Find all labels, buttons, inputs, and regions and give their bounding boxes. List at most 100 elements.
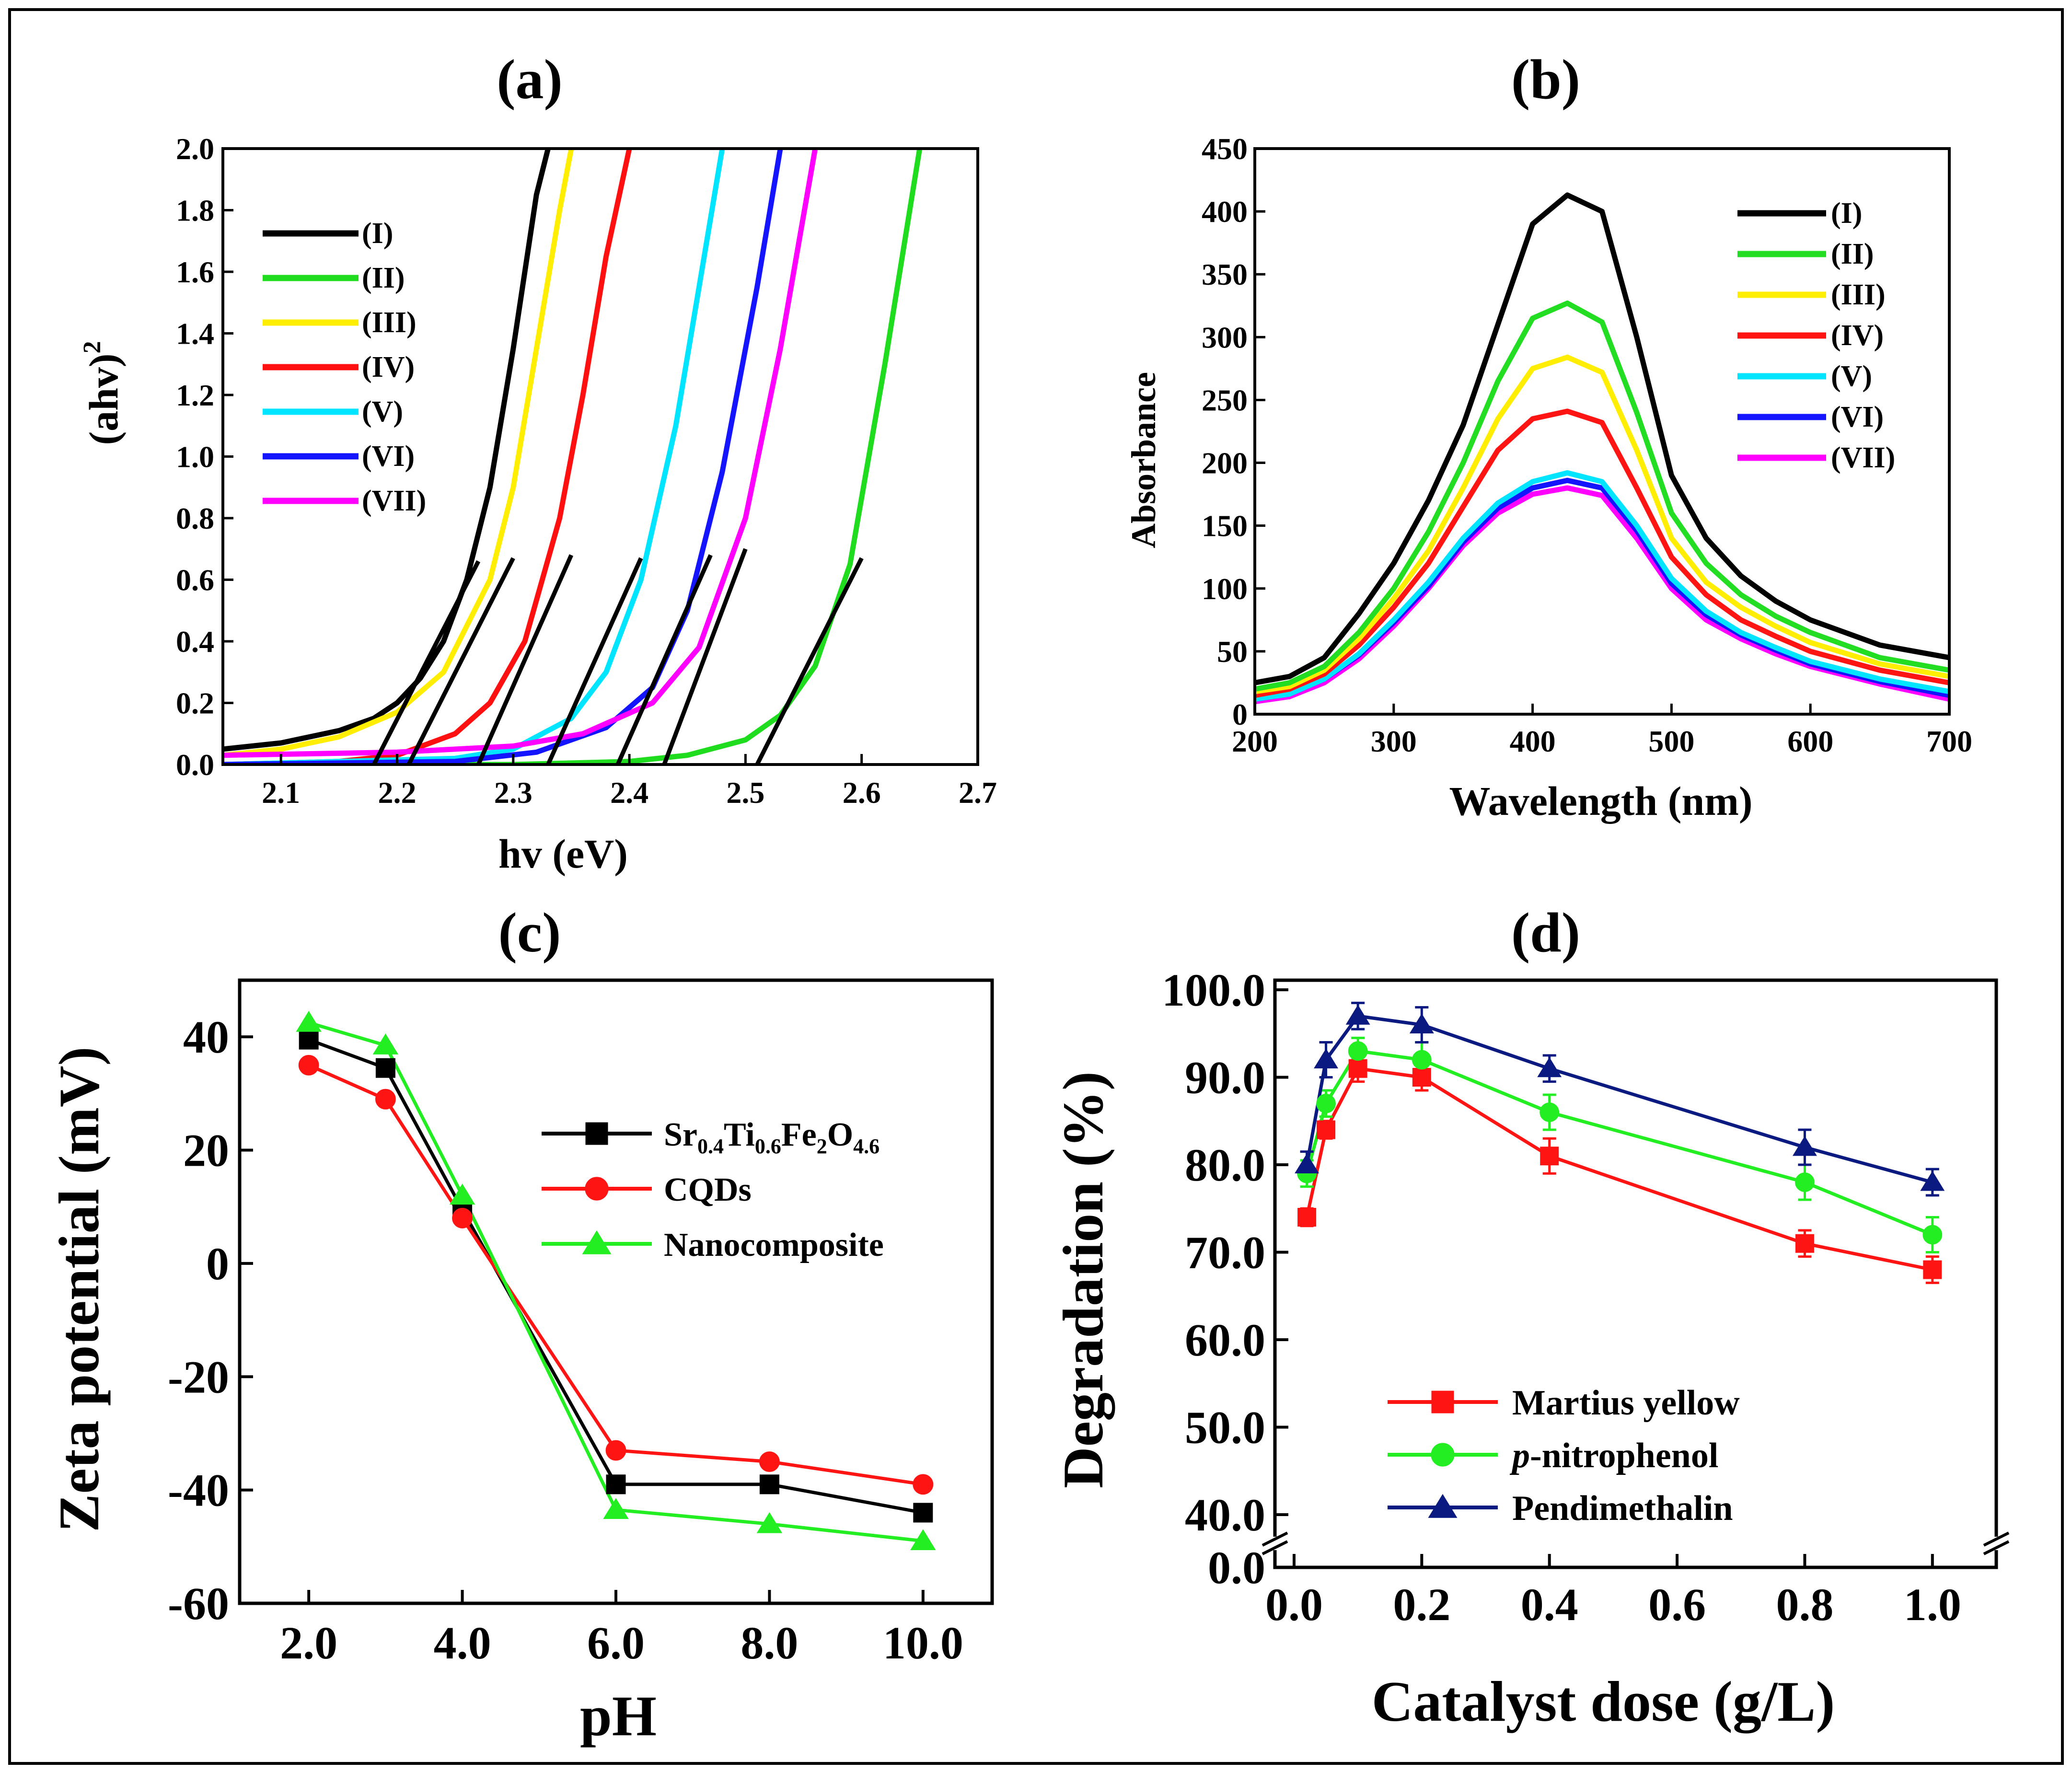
panel-a-y-tick-label: 1.4 [176,317,214,351]
panel-b-y-tick-label: 150 [1202,509,1248,543]
panel-d-point-2 [1316,1093,1336,1113]
panel-a-y-ticks: 0.0 0.2 0.4 0.6 0.8 1.0 1.2 1.4 1.6 1.8 2.0 [176,132,233,782]
panel-a-x-tick-label: 2.1 [262,776,300,810]
panel-d-point-1 [1412,1068,1431,1087]
panel-b-x-tick-label: 300 [1371,724,1417,758]
panel-d-axis-break-mark [1983,1540,2010,1555]
panel-a-series-line-3 [223,149,574,758]
panel-d-point-2 [1795,1172,1815,1192]
panel-a-y-tick-label: 0.4 [176,625,214,659]
panel-a-legend-label: (I) [362,217,393,250]
panel-d-x-tick-label: 0.0 [1265,1579,1323,1630]
panel-d-title: (d) [1511,901,1580,964]
panel-a-y-tick-label: 0.0 [176,748,214,782]
panel-a-legend-label: (IV) [362,351,415,383]
panel-a-y-tick-label: 2.0 [176,132,214,166]
panel-d-x-ticks: 0.0 0.2 0.4 0.6 0.8 1.0 [1265,1554,1961,1630]
panel-d-series-line-3 [1305,1014,1933,1184]
panel-a-x-tick-label: 2.2 [378,776,416,810]
panel-a-y-tick-label: 0.2 [176,686,214,720]
panel-d-legend: Martius yellow p-nitrophenol Pendimethalin [1388,1383,1740,1528]
panel-c-point-1 [913,1503,933,1523]
panel-d-y-tick-label: 90.0 [1185,1052,1265,1103]
panel-d-point-3 [1409,1013,1434,1034]
panel-d-y-ticks: 0.040.0 50.0 60.0 70.0 80.0 90.0 100.0 [1162,964,1288,1593]
panel-c-series-group [296,1010,936,1550]
panel-d-point-2 [1412,1050,1432,1070]
panel-d-legend-label-rest: -nitrophenol [1530,1436,1718,1475]
panel-a-title: (a) [497,48,563,111]
panel-c-y-ticks: -60 -40 -20 0 20 40 [168,1011,253,1629]
panel-a-bandgap-plot: (a) 0.0 0.2 0.4 0.6 0.8 1.0 1.2 1.4 1.6 1.8 2.0 2.… [79,48,997,877]
panel-b-y-ticks: 0 50 100 150 200 250 300 350 400 450 [1202,132,1265,731]
panel-b-y-tick-label: 300 [1202,320,1248,354]
panel-b-series-line-4 [1254,408,1950,698]
panel-b-legend-label: (IV) [1831,319,1884,352]
panel-a-legend-label: (II) [362,262,405,294]
panel-c-point-2 [452,1207,473,1228]
panel-d-axis-break-mark [1262,1531,1288,1547]
panel-c-x-ticks: 2.0 4.0 6.0 8.0 10.0 [280,1590,963,1669]
panel-a-tangent-line-6 [662,548,748,765]
panel-c-x-tick-label: 6.0 [587,1617,645,1669]
panel-b-absorbance-plot: (b) 0 50 100 150 200 250 300 350 400 450 200 300 40… [1124,48,1972,824]
panel-c-legend-label-part: Ti [724,1116,755,1153]
panel-c-point-3 [910,1529,936,1550]
panel-d-degradation-plot: (d) 0.040.0 50.0 60.0 70.0 80.0 90.0 100.0 0.0… [1051,901,2010,1734]
panel-b-plot-area [1253,147,1951,716]
panel-c-y-tick-label: -20 [168,1351,229,1402]
panel-a-y-tick-label: 0.8 [176,501,214,535]
panel-c-legend-label-part: O [827,1116,853,1153]
panel-c-point-1 [375,1058,395,1078]
panel-b-title: (b) [1511,48,1580,111]
panel-c-x-tick-label: 10.0 [883,1617,963,1669]
panel-c-point-1 [759,1474,779,1495]
panel-c-title: (c) [498,901,561,964]
panel-a-tangent-line-5 [615,554,713,765]
panel-d-point-2 [1348,1041,1368,1061]
panel-d-point-3 [1537,1057,1562,1078]
panel-d-legend-label: Pendimethalin [1512,1489,1733,1528]
panel-b-series-line-5 [1254,470,1950,702]
panel-c-legend-marker [585,1122,608,1145]
panel-b-series-line-6 [1254,477,1950,702]
panel-b-y-tick-label: 450 [1202,132,1248,166]
panel-b-y-tick-label: 400 [1202,195,1248,229]
panel-b-x-tick-label: 700 [1926,724,1972,758]
panel-d-y-tick-label: 40.0 [1185,1489,1265,1541]
panel-b-legend: (I) (II) (III) (IV) (V) (VI) (VII) [1737,197,1895,474]
panel-c-legend-marker [582,1230,612,1254]
panel-c-point-2 [298,1055,319,1076]
panel-b-legend-label: (III) [1831,278,1886,311]
panel-d-legend-label: p-nitrophenol [1509,1436,1718,1475]
panel-c-point-2 [605,1440,626,1461]
panel-c-legend-label-sub: 2 [817,1135,827,1158]
panel-a-legend-label: (VII) [362,485,426,517]
panel-a-x-axis-label: hv (eV) [498,831,628,877]
panel-c-legend-label-part: Sr [664,1116,697,1153]
panel-a-series-line-7 [223,149,818,758]
panel-a-x-tick-label: 2.3 [494,776,532,810]
panel-d-series-line-2 [1305,1049,1933,1237]
panel-d-x-axis-label: Catalyst dose (g/L) [1372,1669,1835,1734]
panel-a-series-group [223,149,923,765]
panel-b-x-ticks: 200 300 400 500 600 700 [1232,704,1972,758]
panel-b-legend-label: (VII) [1831,441,1895,474]
panel-a-tangent-line-3 [476,554,574,765]
panel-d-point-1 [1795,1234,1814,1253]
panel-c-y-tick-label: 0 [206,1238,229,1289]
panel-a-series-line-5 [223,149,725,765]
panel-a-x-tick-label: 2.5 [726,776,764,810]
panel-c-point-1 [299,1030,319,1050]
panel-a-plot-area [221,147,979,766]
panel-a-tangent-line-2 [406,557,515,765]
panel-d-y-tick-label: 50.0 [1185,1402,1265,1453]
panel-d-x-tick-label: 0.2 [1393,1579,1450,1630]
panel-d-point-2 [1922,1225,1943,1245]
panel-c-y-tick-label: -60 [168,1578,229,1629]
panel-c-series-line-3 [308,1021,924,1543]
panel-a-legend-label: (V) [362,395,403,428]
panel-b-legend-label: (I) [1831,197,1862,230]
panel-a-x-tick-label: 2.7 [959,776,997,810]
panel-d-legend-marker [1431,1443,1455,1467]
